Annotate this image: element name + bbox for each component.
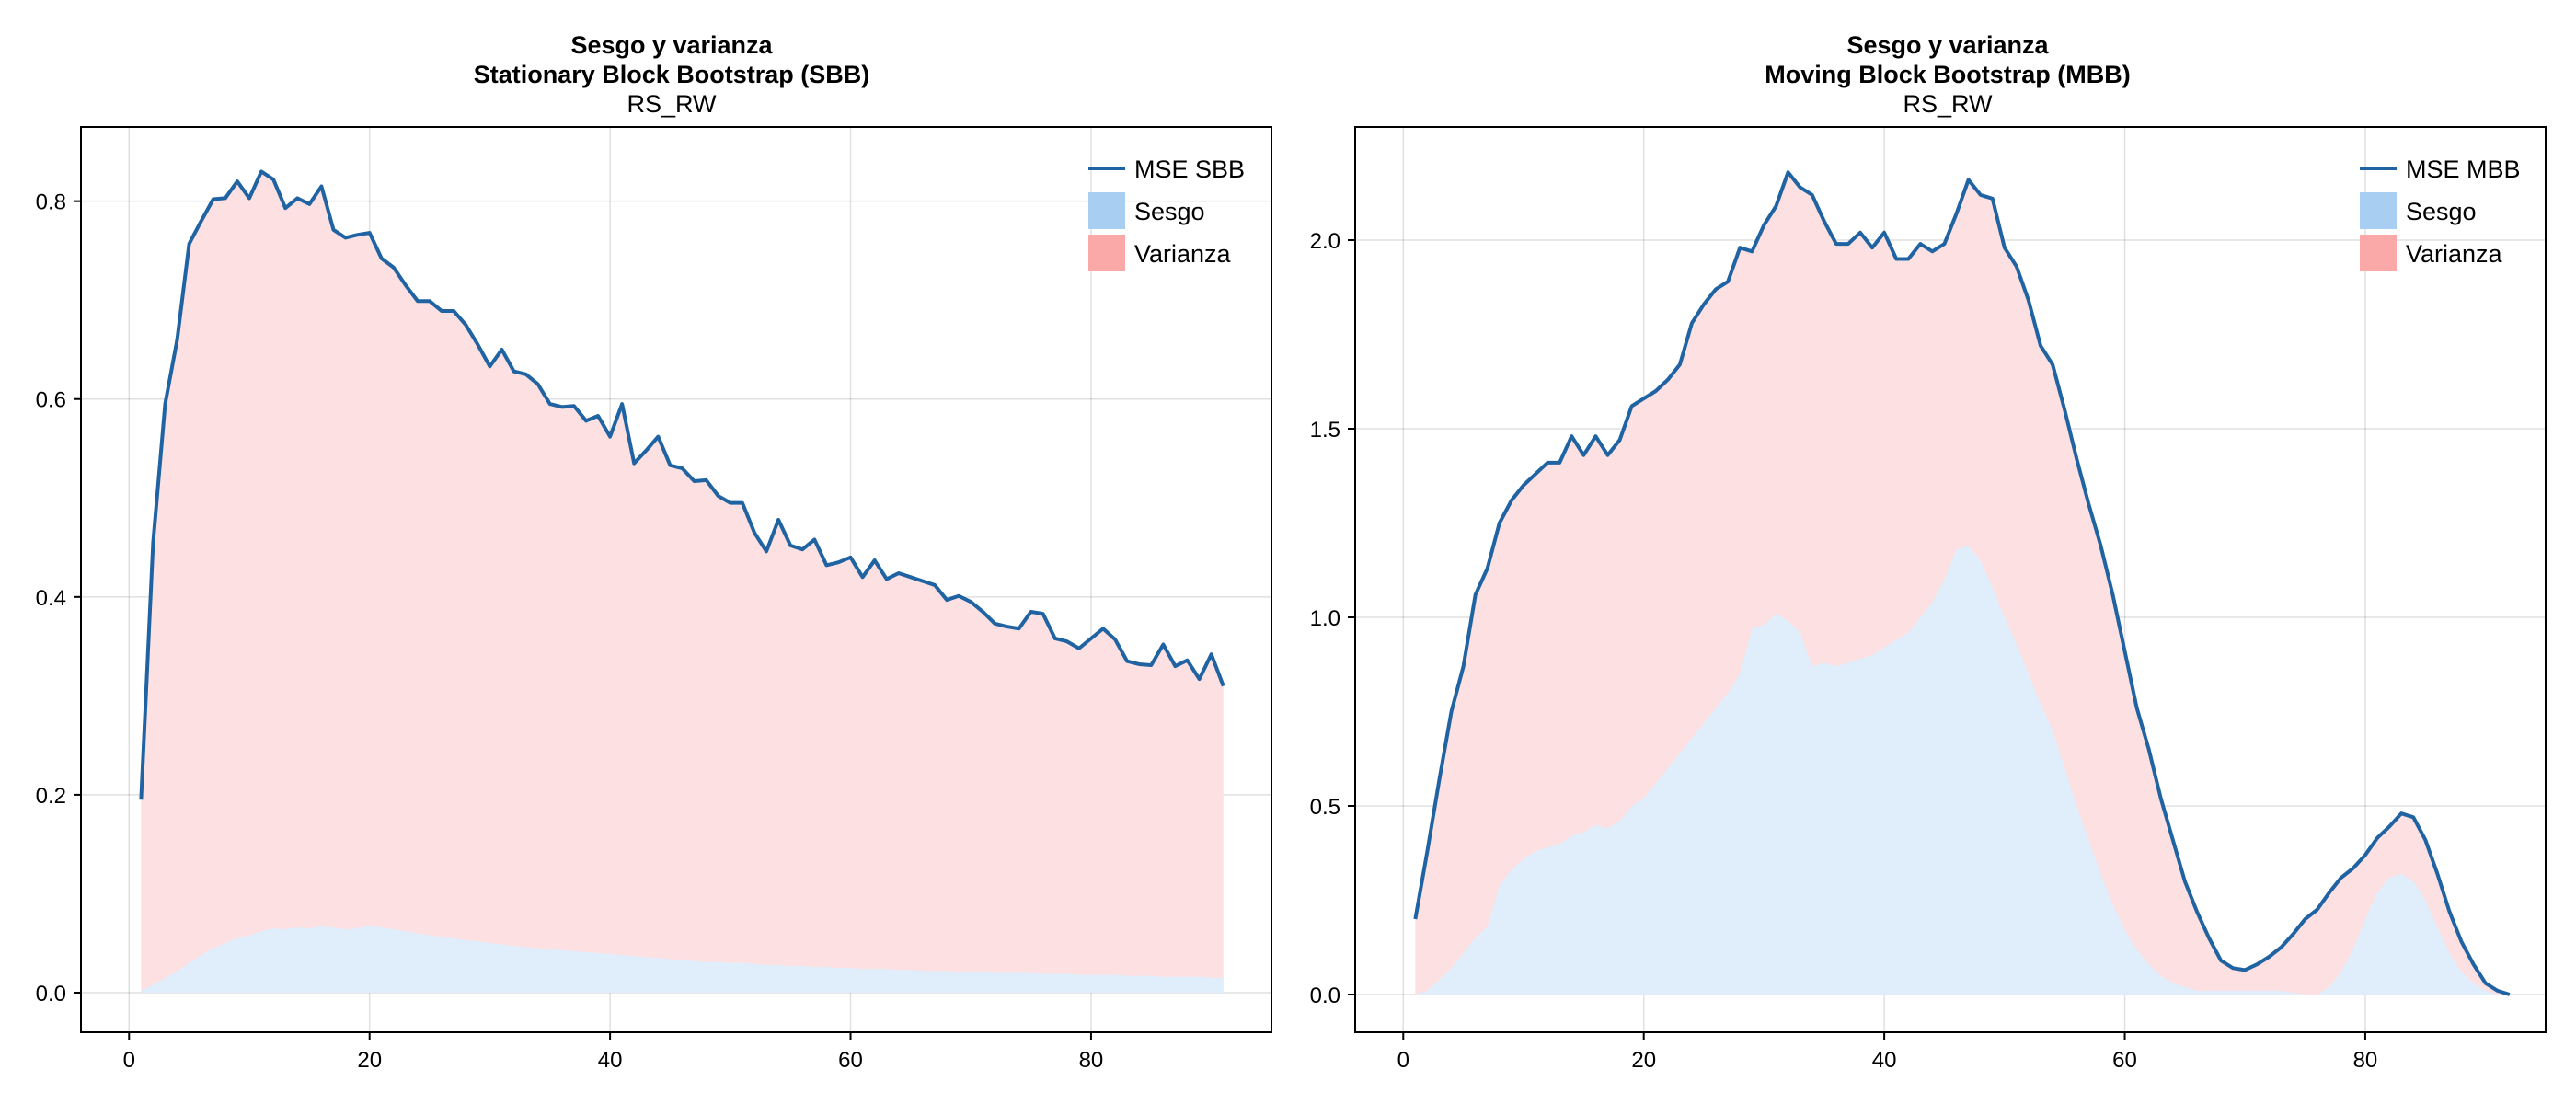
sbb-ytick-label-2: 0.4 — [36, 586, 66, 611]
sbb-legend: MSE SBB Sesgo Varianza — [1088, 155, 1245, 271]
mbb-ytick-label-0: 0.0 — [1310, 983, 1340, 1008]
mbb-legend-varianza-swatch — [2360, 235, 2397, 271]
mbb-ytick-label-4: 2.0 — [1310, 229, 1340, 254]
sbb-ytick-label-1: 0.2 — [36, 784, 66, 809]
sbb-ytick-label-3: 0.6 — [36, 388, 66, 413]
mbb-legend-varianza-label: Varianza — [2406, 240, 2503, 268]
mbb-title-line-2: Moving Block Bootstrap (MBB) — [1765, 61, 2131, 88]
sbb-ytick-label-0: 0.0 — [36, 982, 66, 1006]
mbb-mse-line — [1413, 170, 2511, 996]
sbb-y-axis: 0.0 0.2 0.4 0.6 0.8 — [36, 190, 81, 1006]
mbb-plot-frame — [1354, 126, 2547, 1033]
mbb-sesgo-area — [1415, 546, 2510, 995]
mbb-ytick-label-3: 1.5 — [1310, 418, 1340, 443]
mbb-legend-sesgo-swatch — [2360, 192, 2397, 229]
mbb-chart: Sesgo y varianza Moving Block Bootstrap … — [1310, 31, 2547, 1073]
mbb-ytick-label-2: 1.0 — [1310, 606, 1340, 631]
sbb-legend-sesgo-swatch — [1088, 192, 1125, 229]
sbb-sesgo-area — [141, 925, 1224, 993]
sbb-ytick-label-4: 0.8 — [36, 190, 66, 215]
mbb-legend-mse-label: MSE MBB — [2406, 155, 2521, 183]
mbb-xtick-label-3: 60 — [2112, 1048, 2137, 1073]
mbb-xtick-label-2: 40 — [1872, 1048, 1897, 1073]
mbb-xtick-label-1: 20 — [1631, 1048, 1656, 1073]
mbb-xtick-label-4: 80 — [2353, 1048, 2378, 1073]
sbb-xtick-label-3: 60 — [838, 1048, 863, 1073]
sbb-xtick-label-0: 0 — [123, 1048, 135, 1073]
sbb-xtick-label-2: 40 — [598, 1048, 623, 1073]
sbb-chart: Sesgo y varianza Stationary Block Bootst… — [36, 31, 1272, 1073]
mbb-title-line-1: Sesgo y varianza — [1846, 31, 2049, 59]
sbb-legend-mse-label: MSE SBB — [1134, 155, 1245, 183]
sbb-subtitle: RS_RW — [627, 90, 717, 118]
mbb-y-axis: 0.0 0.5 1.0 1.5 2.0 — [1310, 229, 1355, 1008]
mbb-x-axis: 0 20 40 60 80 — [1397, 1032, 2378, 1073]
sbb-xtick-label-4: 80 — [1079, 1048, 1104, 1073]
sbb-mse-line — [139, 169, 1225, 800]
mbb-legend-sesgo-label: Sesgo — [2406, 198, 2477, 225]
mbb-subtitle: RS_RW — [1903, 90, 1993, 118]
sbb-varianza-area — [141, 171, 1224, 993]
sbb-legend-varianza-swatch — [1088, 235, 1125, 271]
mbb-xtick-label-0: 0 — [1397, 1048, 1409, 1073]
sbb-xtick-label-1: 20 — [357, 1048, 382, 1073]
mbb-ytick-label-1: 0.5 — [1310, 795, 1340, 820]
sbb-legend-sesgo-label: Sesgo — [1134, 198, 1205, 225]
sbb-x-axis: 0 20 40 60 80 — [123, 1032, 1104, 1073]
sbb-legend-varianza-label: Varianza — [1134, 240, 1232, 268]
sbb-title-line-1: Sesgo y varianza — [570, 31, 773, 59]
sbb-plot-frame — [80, 126, 1272, 1033]
mbb-legend: MSE MBB Sesgo Varianza — [2360, 155, 2521, 271]
sbb-title-line-2: Stationary Block Bootstrap (SBB) — [474, 61, 870, 88]
